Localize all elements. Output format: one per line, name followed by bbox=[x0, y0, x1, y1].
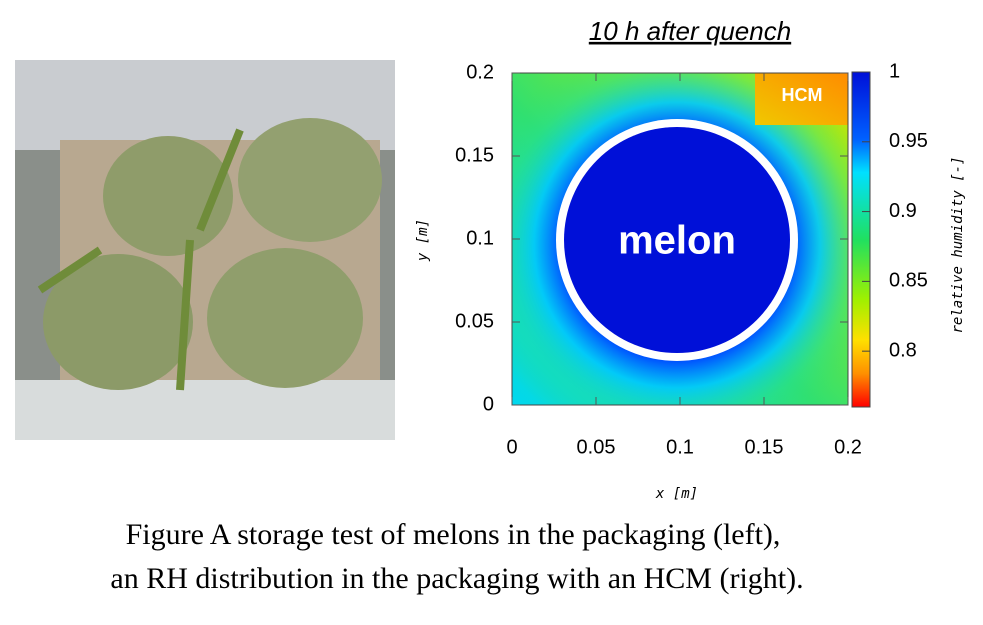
y-tick-label: 0.1 bbox=[466, 227, 494, 249]
y-tick-label: 0 bbox=[483, 393, 494, 415]
colorbar-tick-label: 0.9 bbox=[889, 200, 917, 222]
colorbar-tick-label: 0.95 bbox=[889, 130, 928, 152]
colorbar bbox=[851, 71, 871, 408]
y-tick-label: 0.15 bbox=[455, 144, 494, 166]
x-tick-label: 0.15 bbox=[745, 436, 784, 458]
colorbar-tick-label: 0.8 bbox=[889, 339, 917, 361]
x-tick-label: 0.1 bbox=[666, 436, 694, 458]
y-axis-label: y [m] bbox=[415, 219, 431, 262]
annotation: HCM bbox=[782, 85, 823, 105]
y-tick-label: 0.2 bbox=[466, 61, 494, 83]
caption: an RH distribution in the packaging with… bbox=[110, 562, 803, 595]
annotation: melon bbox=[618, 219, 736, 263]
photo bbox=[15, 60, 395, 440]
colorbar-tick-label: 0.85 bbox=[889, 270, 928, 292]
x-tick-label: 0.2 bbox=[834, 436, 862, 458]
colorbar-tick-label: 1 bbox=[889, 60, 900, 82]
caption: Figure A storage test of melons in the p… bbox=[126, 518, 781, 551]
hcm-region bbox=[755, 73, 848, 125]
melon bbox=[564, 127, 790, 353]
x-tick-label: 0.05 bbox=[577, 436, 616, 458]
y-tick-label: 0.05 bbox=[455, 310, 494, 332]
chart-title: 10 h after quench bbox=[589, 16, 791, 46]
x-axis-label: x [m] bbox=[655, 486, 698, 502]
colorbar-label: relative humidity [-] bbox=[950, 156, 966, 333]
x-tick-label: 0 bbox=[506, 436, 517, 458]
